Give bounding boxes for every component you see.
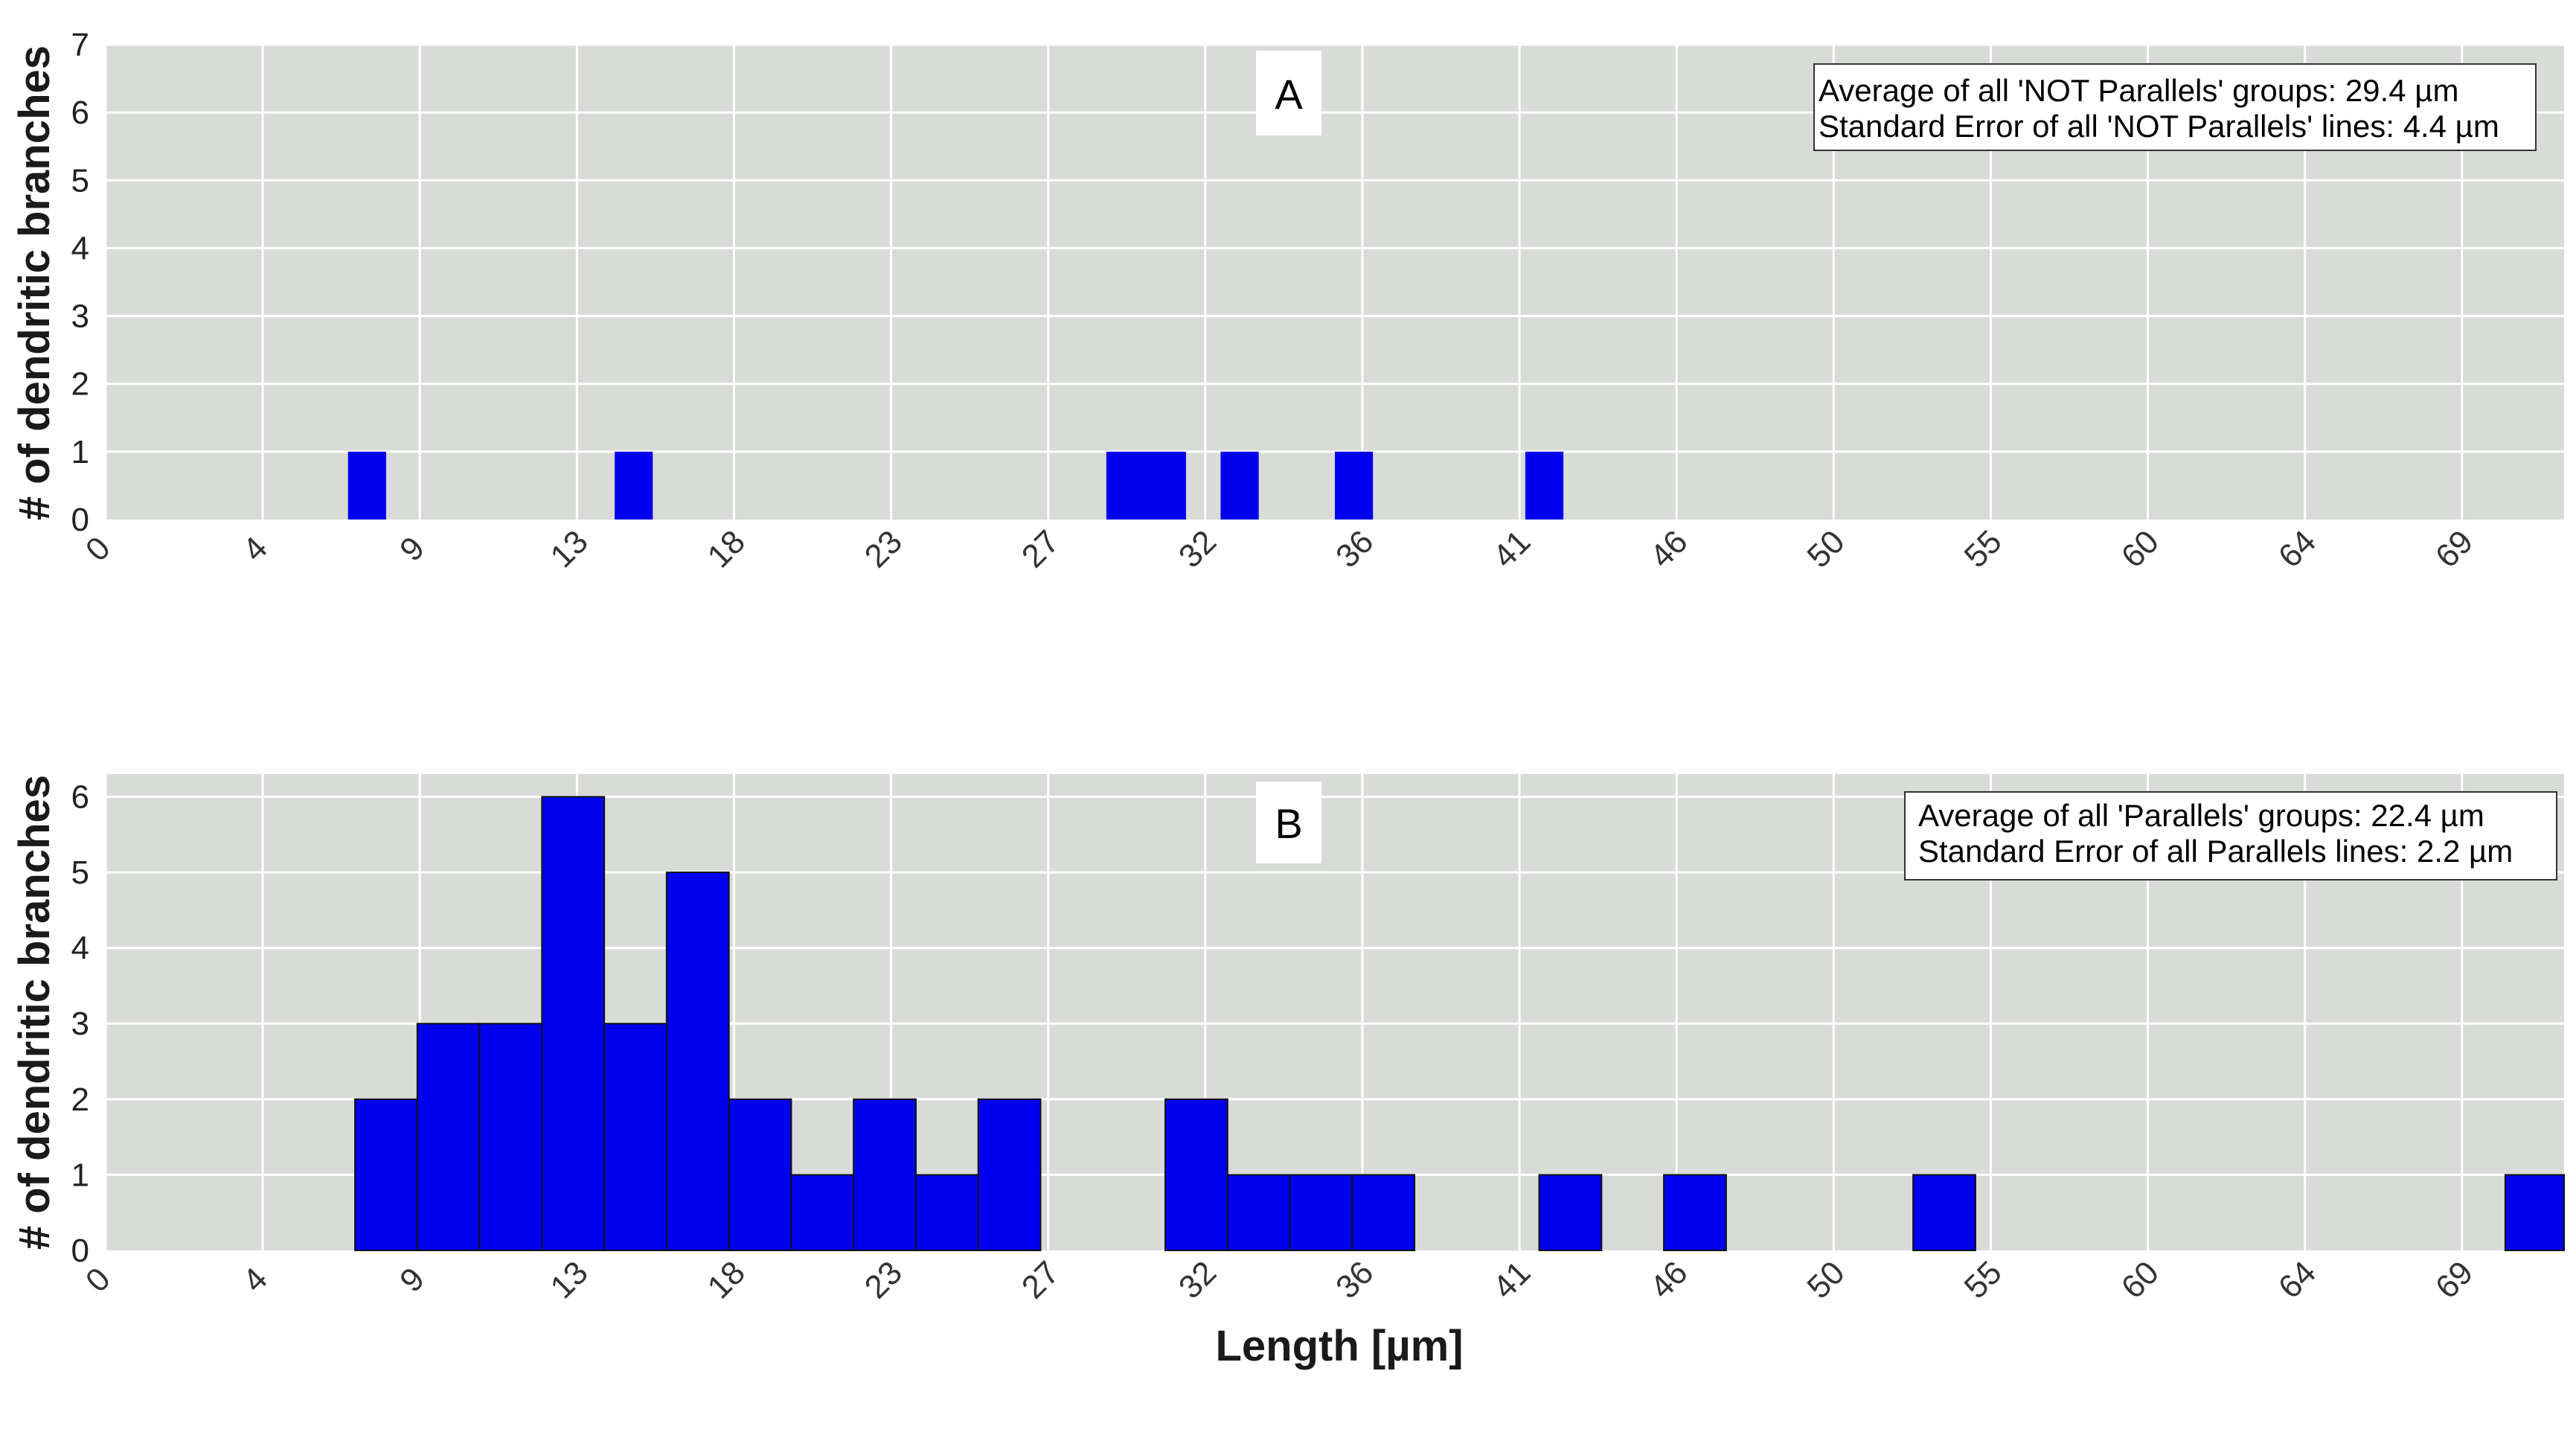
panel-a-y-axis-label: # of dendritic branches	[10, 45, 59, 520]
panel-a-x-tick-label: 27	[1015, 523, 1066, 575]
panel-a-y-tick-label: 5	[71, 162, 89, 199]
panel-b-y-tick-label: 5	[71, 854, 89, 891]
panel-a-y-tick-label: 3	[71, 298, 89, 335]
panel-a-y-tick-label: 6	[71, 95, 89, 131]
panel-b-x-tick-label: 4	[236, 1261, 275, 1300]
panel-b-x-tick-label: 23	[858, 1254, 909, 1305]
panel-b-x-tick-label: 55	[1958, 1254, 2009, 1305]
panel-a-bar	[615, 451, 653, 520]
panel-b-bar	[541, 796, 606, 1251]
panel-a-x-tick-label: 46	[1643, 523, 1694, 575]
panel-a-label: A	[1275, 71, 1303, 118]
panel-b-x-tick-label: 36	[1329, 1254, 1380, 1305]
panel-a-y-tick-label: 4	[71, 230, 89, 266]
panel-b-bar	[914, 1174, 979, 1252]
panel-b-y-ticks: 0 1 2 3 4 5 6	[71, 779, 89, 1269]
panel-a-x-tick-label: 9	[393, 530, 432, 569]
panel-b-x-tick-label: 46	[1643, 1254, 1694, 1305]
panel-b-x-tick-label: 13	[543, 1254, 595, 1305]
panel-b-bar	[1538, 1174, 1603, 1252]
panel-a-y-tick-label: 1	[71, 434, 89, 470]
panel-a-x-tick-label: 36	[1329, 523, 1380, 575]
panel-b-y-tick-label: 3	[71, 1006, 89, 1042]
panel-b-y-tick-label: 6	[71, 779, 89, 815]
panel-b-x-tick-label: 50	[1800, 1254, 1851, 1305]
panel-b-label-box	[1256, 782, 1321, 863]
panel-a-stats-line-1: Average of all 'NOT Parallels' groups: 2…	[1819, 73, 2458, 108]
panel-a-x-tick-label: 69	[2429, 523, 2480, 575]
panel-a-y-tick-label: 7	[71, 27, 89, 63]
panel-b-stats-line-1: Average of all 'Parallels' groups: 22.4 …	[1918, 798, 2484, 833]
panel-b-stats-line-2: Standard Error of all Parallels lines: 2…	[1918, 834, 2513, 869]
panel-b-bar	[1351, 1174, 1416, 1252]
panel-b-bar	[1663, 1174, 1727, 1252]
panel-a-x-tick-label: 18	[701, 523, 752, 575]
panel-b-x-tick-label: 69	[2429, 1254, 2480, 1305]
panel-b-bar	[416, 1023, 481, 1251]
panel-b-bar	[1226, 1174, 1291, 1252]
panel-a-bar	[1106, 451, 1186, 520]
panel-a-stats-line-2: Standard Error of all 'NOT Parallels' li…	[1819, 109, 2499, 144]
panel-a-x-tick-label: 4	[236, 530, 275, 569]
panel-a-grid	[104, 43, 2564, 520]
panel-b-bar	[1164, 1098, 1228, 1252]
panel-b-stats-box	[1904, 791, 2557, 881]
panel-a-x-tick-label: 50	[1800, 523, 1851, 575]
panel-b-x-tick-label: 9	[393, 1261, 432, 1300]
panel-a-bar	[1220, 451, 1259, 520]
panel-b-x-tick-label: 41	[1486, 1254, 1537, 1305]
panel-b-y-tick-label: 1	[71, 1157, 89, 1193]
panel-b-x-tick-label: 18	[701, 1254, 752, 1305]
panel-a-x-tick-label: 64	[2272, 523, 2323, 575]
panel-a-bar	[1335, 451, 1374, 520]
panel-b-bar	[853, 1098, 917, 1252]
panel-b-bar	[603, 1023, 667, 1251]
panel-b-bars	[354, 796, 2565, 1252]
panel-a-x-tick-label: 60	[2115, 523, 2166, 575]
panel-a-label-box	[1256, 51, 1321, 135]
panel-b-x-tick-label: 27	[1015, 1254, 1066, 1305]
panel-a-y-ticks: 0 1 2 3 4 5 6 7	[71, 27, 89, 538]
panel-b-bar	[977, 1098, 1042, 1252]
panel-a-bar	[1525, 451, 1564, 520]
panel-a-stats-box	[1813, 63, 2537, 151]
panel-a-x-tick-label: 55	[1958, 523, 2009, 575]
panel-a-x-tick-label: 23	[858, 523, 909, 575]
panel-b-bar	[1912, 1174, 1976, 1252]
panel-b-x-tick-label: 32	[1172, 1254, 1223, 1305]
panel-a-bar	[347, 451, 386, 520]
panel-b-bar	[2504, 1174, 2565, 1252]
panel-b-x-tick-label: 60	[2115, 1254, 2166, 1305]
panel-b-bar	[728, 1098, 792, 1252]
panel-b-x-axis-label: Length [µm]	[1215, 1322, 1463, 1370]
panel-a-y-tick-label: 0	[71, 502, 89, 538]
panel-a-x-ticks: 0 4 9 13 18 23 27 32 36 41 46 50 55 60 64 69	[79, 523, 2480, 575]
panel-b-y-axis-label: # of dendritic branches	[10, 775, 59, 1250]
panel-a-x-tick-label: 32	[1172, 523, 1223, 575]
panel-a-y-tick-label: 2	[71, 366, 89, 403]
panel-b-x-ticks: 0 4 9 13 18 23 27 32 36 41 46 50 55 60 64 69	[79, 1254, 2480, 1305]
panel-b-bar	[665, 872, 730, 1251]
panel-b-y-tick-label: 4	[71, 930, 89, 967]
panel-b-label: B	[1275, 800, 1302, 847]
panel-b-bar	[478, 1023, 543, 1251]
panel-a-bars	[347, 451, 1564, 520]
panel-a-x-tick-label: 13	[543, 523, 595, 575]
panel-b-y-tick-label: 2	[71, 1081, 89, 1118]
panel-a-x-tick-label: 41	[1486, 523, 1537, 575]
panel-b-bar	[1289, 1174, 1353, 1252]
panel-b-y-tick-label: 0	[71, 1233, 89, 1269]
panel-b-bar	[354, 1098, 418, 1252]
panel-b-x-tick-label: 64	[2272, 1254, 2323, 1305]
panel-b-bar	[790, 1174, 855, 1252]
